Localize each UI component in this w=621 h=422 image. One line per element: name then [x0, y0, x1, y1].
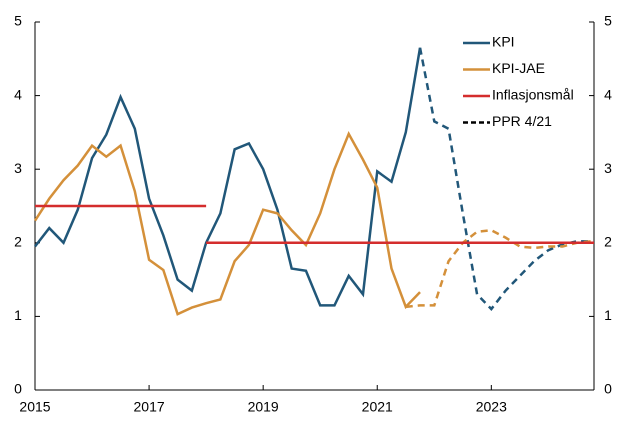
- y2-tick-label: 5: [604, 13, 612, 29]
- y2-tick-label: 4: [604, 86, 612, 102]
- x-tick-label: 2019: [248, 399, 279, 415]
- y2-tick-label: 3: [604, 160, 612, 176]
- x-tick-label: 2017: [134, 399, 165, 415]
- projection-line: [405, 229, 592, 309]
- series-line: [35, 204, 594, 245]
- y2-tick-label: 2: [604, 234, 612, 250]
- series-line: [33, 130, 421, 316]
- legend-label: PPR 4/21: [492, 113, 552, 129]
- series-line: [34, 47, 422, 307]
- projection-line: [418, 47, 592, 311]
- y-tick-label: 4: [14, 86, 22, 102]
- legend-label: KPI-JAE: [492, 60, 545, 76]
- legend-label: Inflasjonsmål: [492, 87, 574, 103]
- y-tick-label: 0: [14, 381, 22, 397]
- x-tick-label: 2015: [19, 399, 50, 415]
- y2-tick-label: 1: [604, 307, 612, 323]
- y-tick-label: 1: [14, 307, 22, 323]
- y-tick-label: 2: [14, 234, 22, 250]
- y-tick-label: 5: [14, 13, 22, 29]
- x-tick-label: 2021: [362, 399, 393, 415]
- y2-tick-label: 0: [604, 381, 612, 397]
- legend-label: KPI: [492, 34, 515, 50]
- x-tick-label: 2023: [476, 399, 507, 415]
- y-tick-label: 3: [14, 160, 22, 176]
